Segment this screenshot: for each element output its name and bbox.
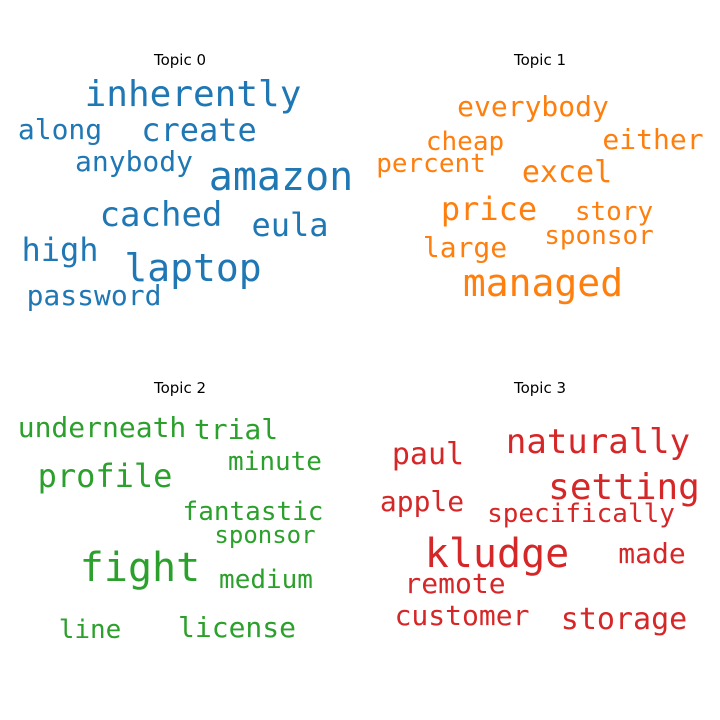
word-sponsor: sponsor xyxy=(214,521,316,549)
word-paul: paul xyxy=(391,437,465,472)
panel-title: Topic 0 xyxy=(153,51,207,69)
word-price: price xyxy=(440,190,538,228)
word-everybody: everybody xyxy=(457,90,609,123)
topic-panel-0: Topic 0 inherently create along anybody amaz… xyxy=(0,0,360,360)
word-fantastic: fantastic xyxy=(182,497,324,527)
panel-title: Topic 3 xyxy=(513,379,567,397)
word-amazon: amazon xyxy=(208,154,354,200)
word-sponsor: sponsor xyxy=(544,221,654,251)
word-high: high xyxy=(21,231,99,269)
topic-panel-1: Topic 1 everybody cheap either percent excel… xyxy=(360,0,720,360)
word-along: along xyxy=(17,113,103,146)
word-made: made xyxy=(618,537,686,570)
panel-title: Topic 1 xyxy=(513,51,567,69)
word-eula: eula xyxy=(251,206,329,244)
word-story: story xyxy=(574,197,654,227)
word-license: license xyxy=(177,611,297,644)
word-remote: remote xyxy=(404,567,506,600)
word-storage: storage xyxy=(560,602,688,637)
word-specifically: specifically xyxy=(487,499,675,529)
word-managed: managed xyxy=(462,261,624,305)
word-apple: apple xyxy=(379,485,465,518)
word-anybody: anybody xyxy=(74,145,194,178)
word-cheap: cheap xyxy=(425,127,505,157)
word-fight: fight xyxy=(79,545,201,591)
word-large: large xyxy=(422,231,508,264)
topic-panel-3: Topic 3 naturally paul setting apple specifi… xyxy=(360,328,720,688)
word-customer: customer xyxy=(394,599,530,632)
word-setting: setting xyxy=(548,467,700,508)
word-minute: minute xyxy=(228,447,322,477)
word-underneath: underneath xyxy=(17,411,187,444)
word-either: either xyxy=(602,123,704,156)
word-profile: profile xyxy=(37,457,173,495)
word-cached: cached xyxy=(99,195,223,235)
word-create: create xyxy=(141,111,257,149)
word-percent: percent xyxy=(376,149,486,179)
topic-panel-2: Topic 2 underneath trial profile minute fant… xyxy=(0,328,360,688)
word-medium: medium xyxy=(219,565,313,595)
word-line: line xyxy=(58,615,122,645)
panel-title: Topic 2 xyxy=(153,379,207,397)
word-password: password xyxy=(26,279,162,312)
word-naturally: naturally xyxy=(505,422,691,462)
word-inherently: inherently xyxy=(84,74,302,115)
word-kludge: kludge xyxy=(424,531,570,577)
word-laptop: laptop xyxy=(124,246,262,290)
word-excel: excel xyxy=(521,155,613,190)
word-trial: trial xyxy=(193,413,279,446)
